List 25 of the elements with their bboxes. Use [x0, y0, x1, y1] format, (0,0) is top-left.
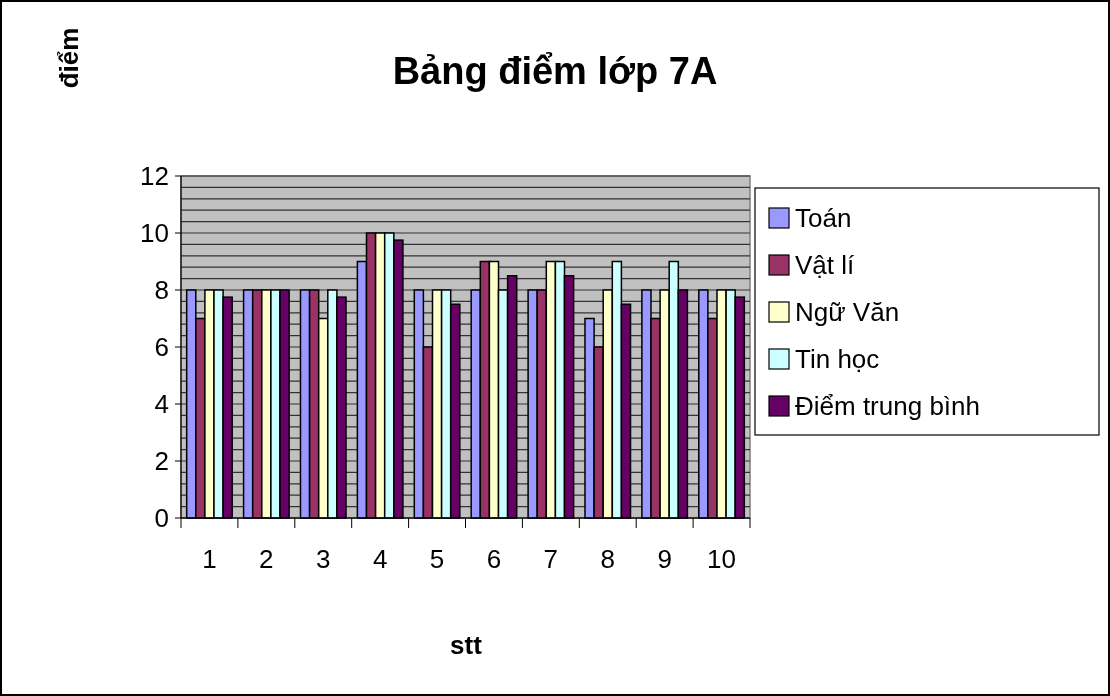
legend-label: Tin học [795, 344, 880, 375]
legend-label: Điểm trung bình [795, 391, 980, 422]
x-tick-label: 1 [202, 544, 217, 574]
legend-label: Toán [795, 203, 852, 234]
y-tick-label: 10 [140, 218, 169, 249]
x-tick-label: 4 [372, 544, 388, 574]
legend-label: Vật lí [795, 250, 856, 281]
x-axis-title: stt [450, 630, 483, 660]
x-tick-label: 6 [486, 544, 502, 574]
x-tick-label: 10 [707, 544, 737, 574]
x-tick-label: 3 [316, 544, 331, 574]
y-tick-label: 4 [154, 389, 169, 420]
y-tick-label: 2 [154, 446, 169, 477]
legend-label: Ngữ Văn [795, 297, 900, 328]
y-axis-title: điểm [54, 27, 84, 89]
x-tick-label: 9 [657, 544, 672, 574]
x-tick-label: 2 [259, 544, 274, 574]
y-tick-label: 6 [154, 332, 169, 363]
x-tick-label: 8 [600, 544, 615, 574]
y-tick-label: 8 [154, 275, 169, 306]
y-tick-label: 0 [154, 503, 169, 534]
chart-title: Bảng điểm lớp 7A [392, 50, 718, 92]
x-tick-label: 7 [543, 544, 559, 574]
x-tick-label: 5 [429, 544, 445, 574]
y-tick-label: 12 [140, 161, 169, 192]
